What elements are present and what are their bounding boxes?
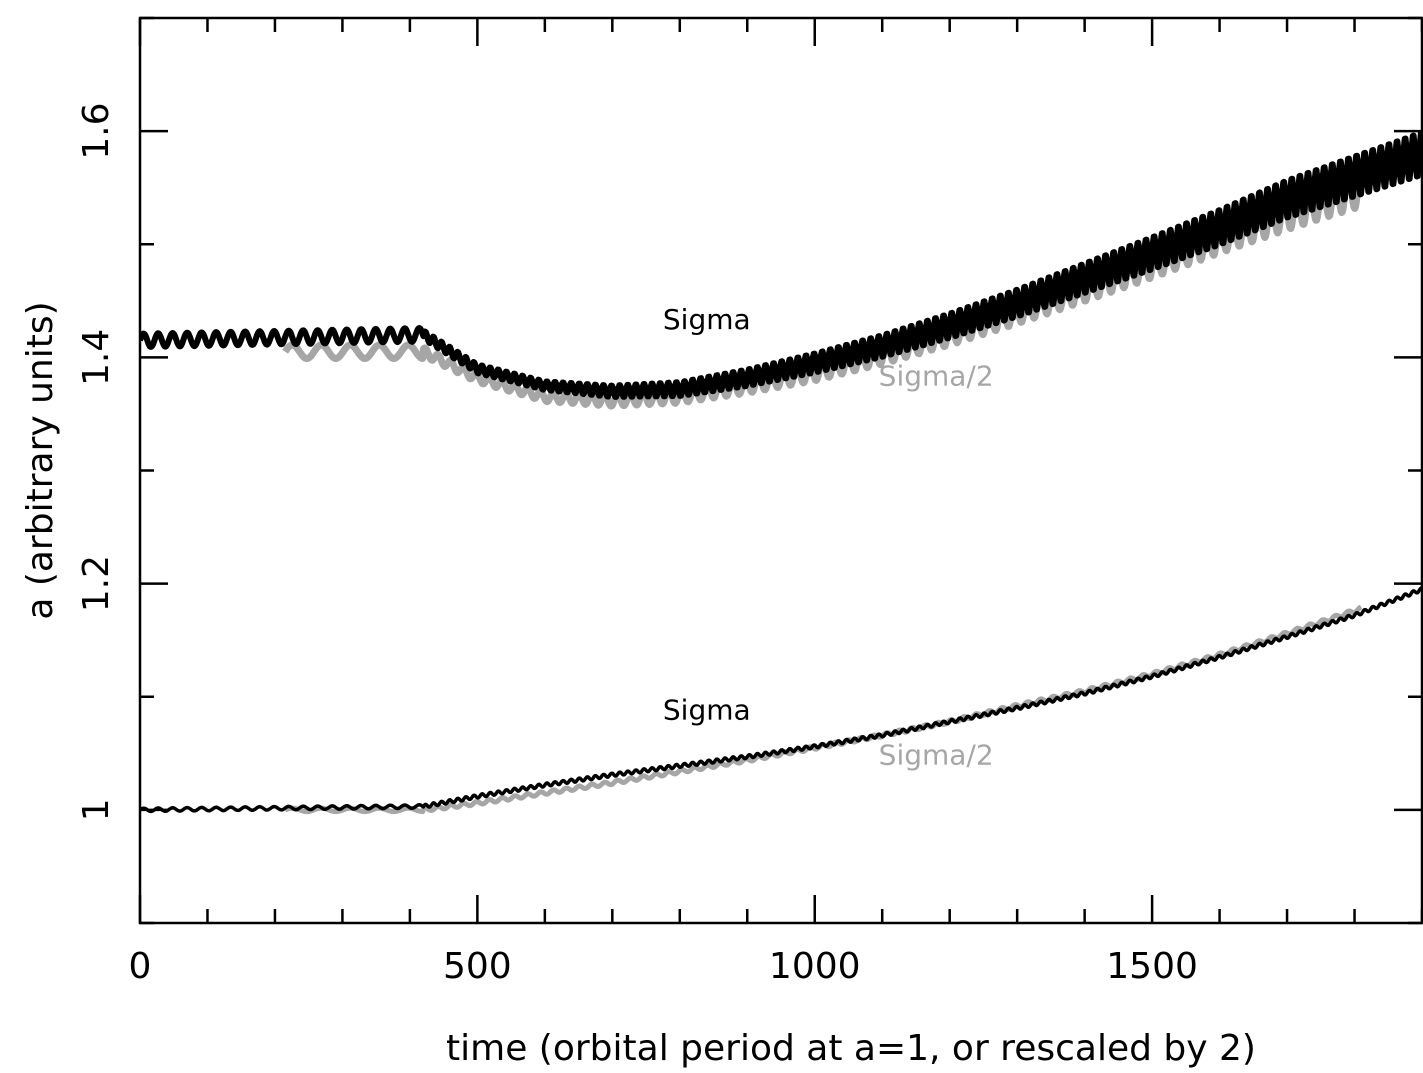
tick-layer: 0 500 1000 1500 1 1.2 1.4 1.6 xyxy=(76,16,1423,987)
series-layer xyxy=(140,129,1422,815)
x-tick-label: 500 xyxy=(443,946,512,987)
series-line-lower-sigma-half xyxy=(283,604,1363,815)
series-line-upper-sigma xyxy=(140,129,1422,400)
series-annotation: Sigma xyxy=(663,303,751,336)
x-axis-label: time (orbital period at a=1, or rescaled… xyxy=(446,1028,1256,1069)
y-axis-label: a (arbitrary units) xyxy=(20,301,61,619)
series-annotation: Sigma xyxy=(663,693,751,726)
y-tick-label: 1.6 xyxy=(76,102,117,159)
y-tick-label: 1 xyxy=(76,798,117,821)
series-annotation: Sigma/2 xyxy=(879,739,994,772)
plot-frame xyxy=(138,16,1423,925)
annotation-layer: Sigma Sigma/2 Sigma Sigma/2 xyxy=(663,303,994,772)
series-line-lower-sigma xyxy=(140,586,1422,814)
x-tick-label: 1000 xyxy=(769,946,861,987)
x-tick-label: 1500 xyxy=(1106,946,1198,987)
y-tick-label: 1.2 xyxy=(76,555,117,612)
y-tick-label: 1.4 xyxy=(76,329,117,386)
x-tick-label: 0 xyxy=(129,946,152,987)
series-annotation: Sigma/2 xyxy=(879,360,994,393)
